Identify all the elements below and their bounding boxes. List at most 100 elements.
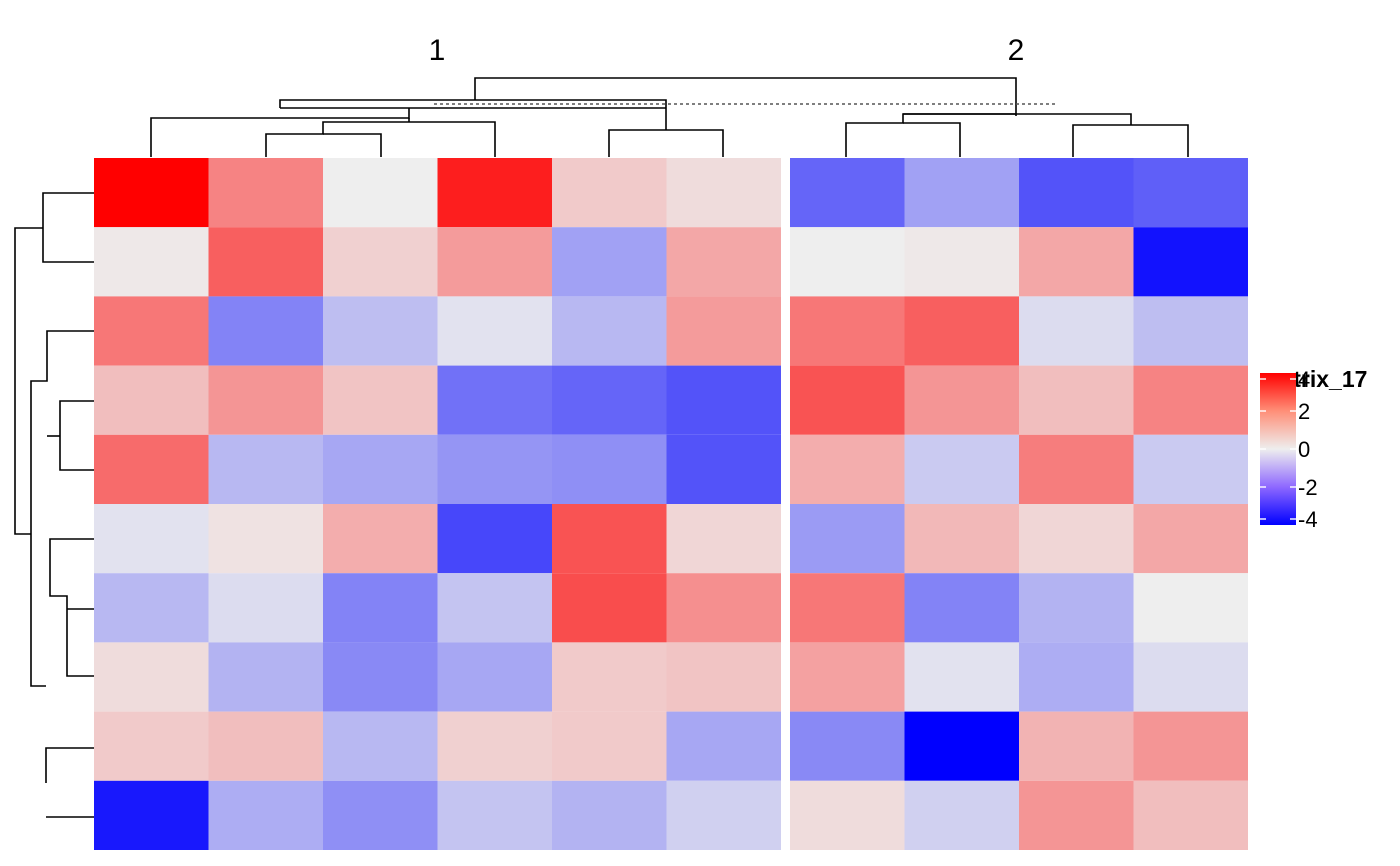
heatmap-cell-r8-c3 [323,642,438,712]
heatmap-cell-r10-c8 [904,780,1019,850]
heatmap-cell-r7-c4 [437,573,552,643]
heatmap-cell-r3-c6 [666,296,781,366]
heatmap-cell-r7-c10 [1133,573,1248,643]
heatmap-cell-r5-c7 [790,434,905,504]
heatmap-cell-r1-c10 [1133,158,1248,228]
heatmap-cell-r3-c5 [552,296,667,366]
heatmap-cell-r9-c10 [1133,711,1248,781]
heatmap-cell-r10-c7 [790,780,905,850]
legend-tick-label: 4 [1298,367,1310,392]
heatmap-cell-r2-c8 [904,227,1019,297]
heatmap-cell-r3-c1 [94,296,209,366]
heatmap-cell-r6-c1 [94,504,209,574]
heatmap-cell-r10-c2 [208,780,323,850]
heatmap-cell-r2-c9 [1019,227,1134,297]
heatmap-cell-r3-c3 [323,296,438,366]
heatmap-cell-r7-c7 [790,573,905,643]
heatmap-cell-r10-c4 [437,780,552,850]
legend-ticks: 4 2 0 -2 -4 [1260,367,1318,532]
heatmap-cell-r1-c2 [208,158,323,228]
heatmap-cell-r4-c8 [904,365,1019,435]
heatmap-cell-r10-c1 [94,780,209,850]
heatmap-cell-r5-c3 [323,434,438,504]
heatmap-cell-r2-c7 [790,227,905,297]
heatmap-cell-r9-c1 [94,711,209,781]
heatmap-cell-r8-c1 [94,642,209,712]
column-dendrogram [150,77,1189,157]
heatmap-cell-r7-c1 [94,573,209,643]
heatmap-cell-r2-c2 [208,227,323,297]
heatmap-cell-r7-c5 [552,573,667,643]
heatmap-cell-r8-c4 [437,642,552,712]
heatmap-cell-r4-c6 [666,365,781,435]
heatmap-cell-r9-c6 [666,711,781,781]
heatmap-cells [94,158,1248,850]
heatmap-cell-r5-c2 [208,434,323,504]
heatmap-cell-r3-c7 [790,296,905,366]
row-dendrogram [14,192,94,818]
heatmap-cell-r1-c7 [790,158,905,228]
heatmap-cell-r8-c7 [790,642,905,712]
heatmap-cell-r10-c9 [1019,780,1134,850]
heatmap-cell-r6-c7 [790,504,905,574]
split-label-1: 1 [429,34,446,67]
heatmap-cell-r9-c7 [790,711,905,781]
heatmap-cell-r10-c5 [552,780,667,850]
heatmap-cell-r6-c2 [208,504,323,574]
heatmap-cell-r7-c2 [208,573,323,643]
heatmap-cell-r7-c3 [323,573,438,643]
heatmap-cell-r4-c2 [208,365,323,435]
heatmap-cell-r7-c8 [904,573,1019,643]
heatmap-cell-r3-c4 [437,296,552,366]
heatmap-cell-r10-c3 [323,780,438,850]
heatmap-cell-r7-c9 [1019,573,1134,643]
heatmap-cell-r3-c9 [1019,296,1134,366]
heatmap-cell-r2-c4 [437,227,552,297]
heatmap-cell-r4-c10 [1133,365,1248,435]
heatmap-cell-r2-c5 [552,227,667,297]
heatmap-cell-r9-c2 [208,711,323,781]
heatmap-cell-r5-c9 [1019,434,1134,504]
heatmap-cell-r5-c5 [552,434,667,504]
heatmap-cell-r4-c5 [552,365,667,435]
heatmap-cell-r4-c4 [437,365,552,435]
heatmap-cell-r1-c1 [94,158,209,228]
heatmap-cell-r6-c9 [1019,504,1134,574]
heatmap-cell-r6-c4 [437,504,552,574]
heatmap-cell-r6-c6 [666,504,781,574]
heatmap-cell-r2-c6 [666,227,781,297]
heatmap-cell-r8-c2 [208,642,323,712]
heatmap-cell-r10-c10 [1133,780,1248,850]
heatmap-cell-r8-c9 [1019,642,1134,712]
heatmap-cell-r1-c6 [666,158,781,228]
heatmap-cell-r6-c3 [323,504,438,574]
heatmap-cell-r6-c8 [904,504,1019,574]
heatmap-cell-r5-c6 [666,434,781,504]
heatmap-cell-r5-c4 [437,434,552,504]
legend-tick-label: 2 [1298,399,1310,424]
heatmap-cell-r5-c10 [1133,434,1248,504]
legend-tick-label: 0 [1298,437,1310,462]
heatmap-cell-r1-c5 [552,158,667,228]
heatmap-cell-r5-c1 [94,434,209,504]
heatmap-cell-r2-c10 [1133,227,1248,297]
heatmap-cell-r5-c8 [904,434,1019,504]
heatmap-cell-r1-c4 [437,158,552,228]
heatmap-cell-r9-c9 [1019,711,1134,781]
heatmap-cell-r8-c10 [1133,642,1248,712]
heatmap-cell-r3-c8 [904,296,1019,366]
heatmap-cell-r2-c1 [94,227,209,297]
heatmap-cell-r4-c3 [323,365,438,435]
heatmap-cell-r1-c9 [1019,158,1134,228]
heatmap-cell-r10-c6 [666,780,781,850]
heatmap-cell-r6-c10 [1133,504,1248,574]
heatmap-cell-r4-c7 [790,365,905,435]
heatmap-cell-r8-c6 [666,642,781,712]
legend-tick-label: -4 [1298,507,1318,532]
heatmap-cell-r7-c6 [666,573,781,643]
split-label-2: 2 [1008,34,1025,67]
heatmap-cell-r9-c5 [552,711,667,781]
heatmap-cell-r9-c8 [904,711,1019,781]
legend-tick-label: -2 [1298,475,1318,500]
